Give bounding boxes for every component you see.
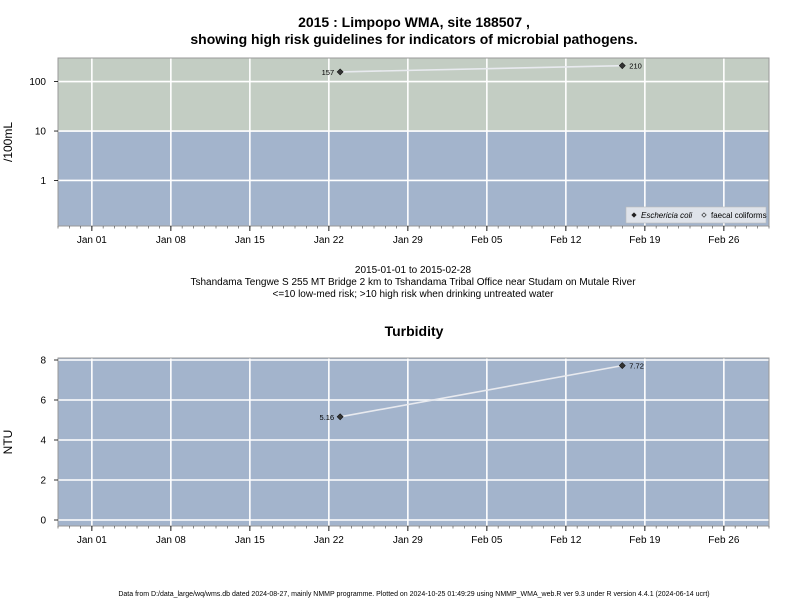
chart1-legend-marker-0 bbox=[631, 212, 637, 218]
chart1-ytick-label-2: 100 bbox=[29, 77, 46, 88]
chart2-frame bbox=[57, 357, 770, 527]
chart2-title: Turbidity bbox=[385, 323, 444, 339]
chart1-title-line2: showing high risk guidelines for indicat… bbox=[190, 31, 637, 47]
caption-site-description: Tshandama Tengwe S 255 MT Bridge 2 km to… bbox=[190, 277, 636, 288]
chart1-point-0-0 bbox=[336, 68, 344, 76]
chart1-legend-label-1: faecal coliforms bbox=[711, 211, 767, 220]
chart2-xtick-label-5: Feb 05 bbox=[471, 535, 503, 546]
chart2-ytick-label-0: 0 bbox=[40, 516, 46, 527]
chart2-xtick-label-0: Jan 01 bbox=[77, 535, 107, 546]
chart2-xtick-label-7: Feb 19 bbox=[629, 535, 661, 546]
chart1-xtick-label-4: Jan 29 bbox=[393, 235, 423, 246]
chart1-legend-box bbox=[625, 206, 767, 224]
chart1-title-line1: 2015 : Limpopo WMA, site 188507 , bbox=[298, 14, 530, 30]
chart2-ytick-label-1: 2 bbox=[40, 476, 46, 487]
chart2-band-0 bbox=[58, 358, 769, 526]
chart1-xtick-label-3: Jan 22 bbox=[314, 235, 344, 246]
chart2-point-0-1 bbox=[618, 362, 626, 370]
chart1-ylabel: /100mL bbox=[1, 122, 15, 162]
chart1-point-0-1 bbox=[618, 62, 626, 70]
caption-risk-guideline: <=10 low-med risk; >10 high risk when dr… bbox=[273, 289, 555, 300]
chart1-xtick-label-8: Feb 26 bbox=[708, 235, 740, 246]
chart2-point-0-0 bbox=[336, 413, 344, 421]
caption-date-range: 2015-01-01 to 2015-02-28 bbox=[355, 265, 472, 276]
chart2-series-line-0 bbox=[340, 364, 623, 418]
chart2-ytick-label-2: 4 bbox=[40, 436, 46, 447]
chart1-xtick-label-2: Jan 15 bbox=[235, 235, 265, 246]
chart1-legend-label-0: Eschericia coli bbox=[641, 211, 692, 220]
chart1-xtick-label-5: Feb 05 bbox=[471, 235, 503, 246]
chart1-legend-marker-1 bbox=[701, 212, 707, 218]
chart2-ylabel: NTU bbox=[1, 430, 15, 455]
chart1-legend: Eschericia coli faecal coliforms bbox=[625, 206, 767, 224]
chart2-ytick-label-3: 6 bbox=[40, 396, 46, 407]
chart1-data-label-0-0: 157 bbox=[322, 68, 335, 77]
chart2-ytick-label-4: 8 bbox=[40, 356, 46, 367]
chart2-xtick-label-3: Jan 22 bbox=[314, 535, 344, 546]
chart2-xtick-label-4: Jan 29 bbox=[393, 535, 423, 546]
chart2-data-label-0-1: 7.72 bbox=[629, 362, 644, 371]
turbidity-chart: 0 2 4 6 8 Jan 01 Jan 08 Jan 15 Jan 22 Jan 29 Feb 0… bbox=[40, 356, 770, 546]
chart1-ytick-label-1: 10 bbox=[35, 127, 47, 138]
chart1-data-label-0-1: 210 bbox=[629, 62, 642, 71]
chart1-ytick-label-0: 1 bbox=[40, 176, 46, 187]
chart1-xtick-label-7: Feb 19 bbox=[629, 235, 661, 246]
microbial-chart: 1 10 100 Jan 01 Jan 08 Jan 15 Jan 22 Jan 29 Feb … bbox=[29, 57, 770, 246]
chart1-frame bbox=[57, 57, 770, 227]
chart2-xtick-label-1: Jan 08 bbox=[156, 535, 186, 546]
chart1-xtick-label-0: Jan 01 bbox=[77, 235, 107, 246]
chart2-xtick-label-8: Feb 26 bbox=[708, 535, 740, 546]
chart1-series-line-0 bbox=[340, 64, 623, 73]
footer-provenance: Data from D:/data_large/wq/wms.db dated … bbox=[118, 591, 709, 598]
chart2-xtick-label-2: Jan 15 bbox=[235, 535, 265, 546]
chart2-data-label-0-0: 5.16 bbox=[320, 413, 335, 422]
chart1-xtick-label-6: Feb 12 bbox=[550, 235, 582, 246]
chart1-xtick-label-1: Jan 08 bbox=[156, 235, 186, 246]
chart2-xtick-label-6: Feb 12 bbox=[550, 535, 582, 546]
chart1-band-1 bbox=[58, 58, 769, 132]
